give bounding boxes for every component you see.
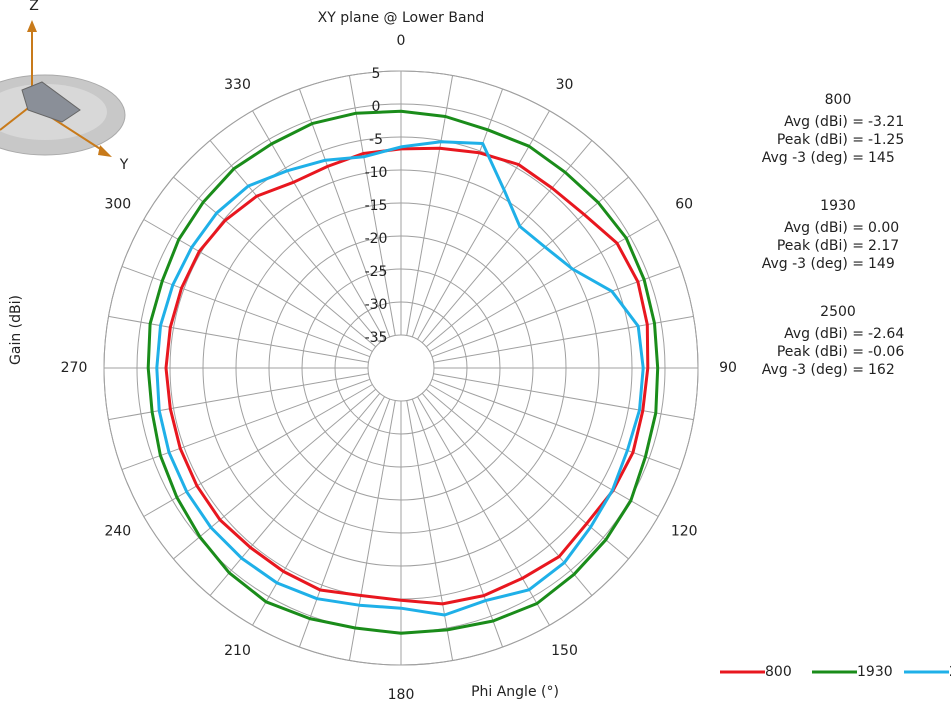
y-arrow [98,145,112,157]
angle-tick-label: 150 [551,643,578,659]
r-tick-label: -15 [365,198,388,214]
legend-label: 800 [765,664,792,680]
grid-ring [235,202,567,534]
icon-device [21,81,81,123]
z-arrow [27,20,37,32]
y-label: Y [119,157,129,173]
angle-tick-label: 210 [224,643,251,659]
angle-tick-label: 0 [397,33,406,49]
grid-ring [103,70,699,666]
series-line [146,109,660,635]
stats-value: -2.64 [868,326,904,342]
stats-label: Avg -3 (deg) = [762,362,864,378]
angle-tick-label: 330 [224,77,251,93]
r-tick-label: -5 [369,132,383,148]
angle-tick-label: 90 [719,360,737,376]
grid-ring [268,235,534,501]
stats-label: Peak (dBi) = [777,238,864,254]
stats-value: -0.06 [868,344,904,360]
r-tick-label: -10 [365,165,388,181]
stats-label: Avg (dBi) = [784,220,864,236]
stats-label: Avg -3 (deg) = [762,150,864,166]
stats-value: 0.00 [868,220,899,236]
angle-tick-label: 270 [61,360,88,376]
stats-label: Avg (dBi) = [784,114,864,130]
stats-value: -1.25 [868,132,904,148]
grid [103,70,699,666]
angle-tick-label: 30 [556,77,574,93]
grid-ring [367,334,435,402]
grid-ring [334,301,468,435]
grid-ring [202,169,600,567]
stats-title: 2500 [820,304,856,320]
chart-title: XY plane @ Lower Band [318,10,485,26]
r-tick-label: -30 [365,297,388,313]
legend-label: 2500 [949,664,951,680]
angle-tick-label: 120 [671,524,698,540]
stats-value: 2.17 [868,238,899,254]
stats-title: 800 [825,92,852,108]
x-axis [0,104,33,131]
r-tick-label: -20 [365,231,388,247]
orientation-icon: Z Y [0,0,129,173]
stats-label: Avg (dBi) = [784,326,864,342]
angle-tick-label: 180 [388,687,415,702]
r-tick-label: -35 [365,330,388,346]
stats-label: Avg -3 (deg) = [762,256,864,272]
r-tick-label: -25 [365,264,388,280]
legend-label: 1930 [857,664,893,680]
x-axis-title: Phi Angle (°) [471,684,559,700]
y-axis-title: Gain (dBi) [8,295,24,365]
stats-value: -3.21 [868,114,904,130]
series-line [164,146,650,606]
stats-value: 162 [868,362,895,378]
z-label: Z [29,0,39,14]
stats-title: 1930 [820,198,856,214]
stats-value: 145 [868,150,895,166]
series-line [155,140,645,617]
angle-tick-label: 300 [104,197,131,213]
r-tick-label: 0 [372,99,381,115]
stats-label: Peak (dBi) = [777,132,864,148]
r-tick-label: 5 [372,66,381,82]
grid-ring [301,268,501,468]
angle-tick-label: 60 [675,197,693,213]
angle-tick-label: 240 [104,524,131,540]
stats-label: Peak (dBi) = [777,344,864,360]
stats-value: 149 [868,256,895,272]
